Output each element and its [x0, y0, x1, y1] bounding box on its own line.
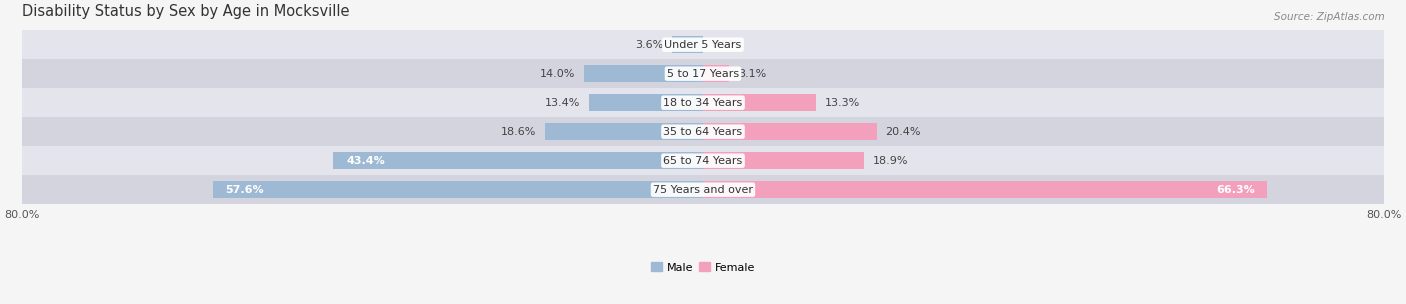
Bar: [22, 59, 1384, 88]
Text: 20.4%: 20.4%: [886, 127, 921, 137]
Text: Source: ZipAtlas.com: Source: ZipAtlas.com: [1274, 12, 1385, 22]
Text: 13.4%: 13.4%: [546, 98, 581, 108]
Bar: [703, 123, 877, 140]
Text: 57.6%: 57.6%: [225, 185, 264, 195]
Bar: [703, 181, 1267, 199]
Bar: [589, 94, 703, 111]
Text: 3.1%: 3.1%: [738, 69, 766, 79]
Text: Under 5 Years: Under 5 Years: [665, 40, 741, 50]
Bar: [583, 65, 703, 82]
Text: 43.4%: 43.4%: [346, 156, 385, 166]
Text: 3.6%: 3.6%: [636, 40, 664, 50]
Text: 75 Years and over: 75 Years and over: [652, 185, 754, 195]
Bar: [22, 175, 1384, 204]
Bar: [672, 36, 703, 54]
Text: 65 to 74 Years: 65 to 74 Years: [664, 156, 742, 166]
Bar: [703, 94, 817, 111]
Text: 35 to 64 Years: 35 to 64 Years: [664, 127, 742, 137]
Text: 18 to 34 Years: 18 to 34 Years: [664, 98, 742, 108]
Text: 5 to 17 Years: 5 to 17 Years: [666, 69, 740, 79]
Bar: [333, 152, 703, 169]
Text: 66.3%: 66.3%: [1216, 185, 1254, 195]
Bar: [703, 65, 730, 82]
Bar: [703, 152, 863, 169]
Text: 18.9%: 18.9%: [873, 156, 908, 166]
Bar: [22, 88, 1384, 117]
Text: 0.0%: 0.0%: [711, 40, 740, 50]
Legend: Male, Female: Male, Female: [647, 258, 759, 277]
Text: Disability Status by Sex by Age in Mocksville: Disability Status by Sex by Age in Mocks…: [22, 4, 349, 19]
Bar: [22, 30, 1384, 59]
Bar: [22, 146, 1384, 175]
Text: 14.0%: 14.0%: [540, 69, 575, 79]
Text: 18.6%: 18.6%: [501, 127, 536, 137]
Text: 13.3%: 13.3%: [825, 98, 860, 108]
Bar: [212, 181, 703, 199]
Bar: [544, 123, 703, 140]
Bar: [22, 117, 1384, 146]
